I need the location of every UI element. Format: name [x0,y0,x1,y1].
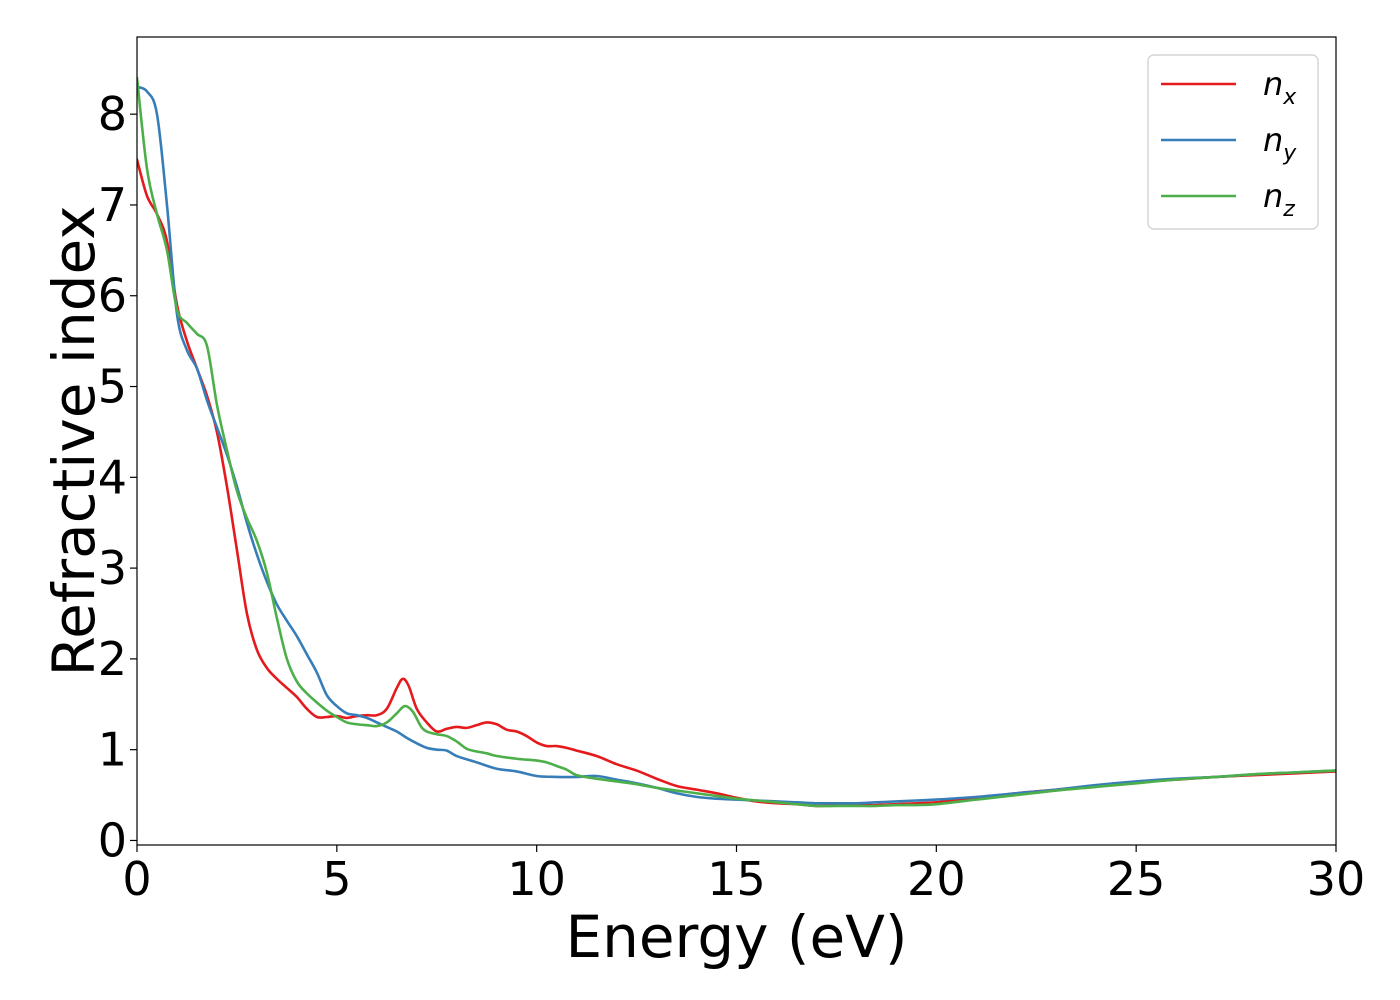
series-layer [137,76,1336,808]
y-tick-label: 1 [98,723,127,777]
y-axis-title: Refractive index [40,205,108,676]
x-tick-label: 25 [1107,852,1166,906]
y-tick-label: 4 [98,450,127,504]
series-line-nz [137,76,1336,808]
x-tick-label: 0 [122,852,151,906]
y-tick-label: 7 [98,178,127,232]
tick-layer: 0 5 10 15 20 25 30 0 1 2 3 4 5 6 7 8 [98,87,1366,906]
y-tick-label: 5 [98,360,127,414]
x-tick-label: 15 [707,852,766,906]
y-tick-label: 0 [98,813,127,867]
legend-label-nz: nz [1263,177,1295,222]
legend: nx ny nz [1147,54,1319,230]
legend-label-nx: nx [1263,65,1297,110]
x-axis-title: Energy (eV) [565,903,907,971]
y-tick-label: 3 [98,541,127,595]
legend-box [1147,54,1319,230]
x-tick-label: 20 [907,852,966,906]
y-tick-label: 2 [98,632,127,686]
legend-label-ny: ny [1263,121,1297,166]
x-tick-label: 10 [507,852,566,906]
y-tick-label: 6 [98,269,127,323]
x-tick-label: 30 [1307,852,1366,906]
y-tick-label: 8 [98,87,127,141]
x-tick-label: 5 [322,852,351,906]
